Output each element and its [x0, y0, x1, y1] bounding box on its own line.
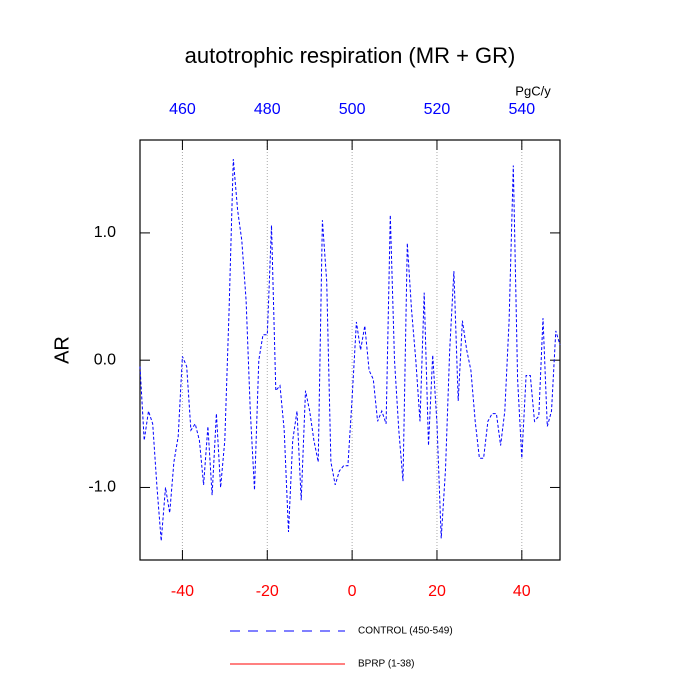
- x2-tick-label: 460: [169, 101, 196, 118]
- chart-title: autotrophic respiration (MR + GR): [185, 43, 516, 68]
- y-axis-label: AR: [51, 336, 73, 364]
- y-tick-label: 0.0: [94, 351, 116, 368]
- x-tick-label: -20: [256, 583, 279, 600]
- x2-tick-label: 520: [424, 101, 451, 118]
- x-tick-label: -40: [171, 583, 194, 600]
- x2-tick-label: 480: [254, 101, 281, 118]
- data-line: [139, 159, 561, 541]
- y-tick-label: -1.0: [88, 479, 116, 496]
- x2-tick-label: 500: [339, 101, 366, 118]
- x-tick-label: 20: [428, 583, 446, 600]
- plot-frame: [139, 139, 561, 561]
- legend-label: CONTROL (450-549): [358, 626, 453, 637]
- x2-units: PgC/y: [515, 83, 551, 98]
- legend-label: BPRP (1-38): [358, 659, 415, 670]
- x-tick-label: 40: [513, 583, 531, 600]
- x-tick-label: 0: [348, 583, 357, 600]
- y-tick-label: 1.0: [94, 224, 116, 241]
- x2-tick-label: 540: [508, 101, 535, 118]
